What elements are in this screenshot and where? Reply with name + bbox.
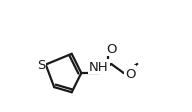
- Text: NH: NH: [89, 60, 109, 73]
- Text: O: O: [106, 43, 117, 55]
- Text: S: S: [37, 58, 45, 71]
- Text: O: O: [125, 67, 135, 80]
